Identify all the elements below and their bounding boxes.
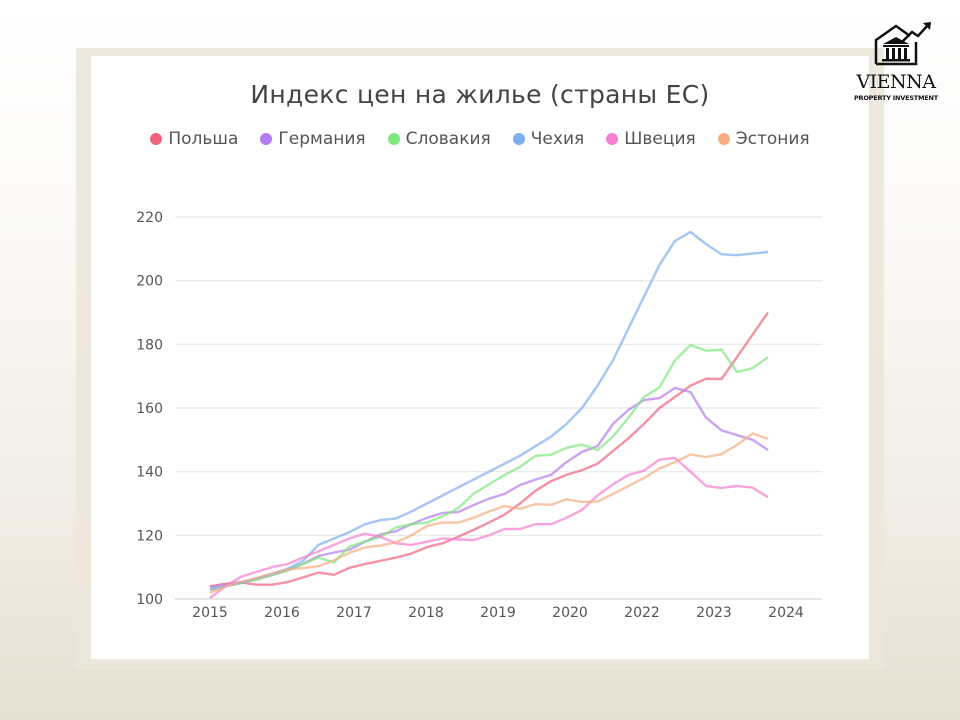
y-tick-label: 200 [136,274,163,290]
series-line-Эстония [209,432,769,594]
legend-item[interactable]: Чехия [512,129,585,149]
x-tick-label: 2016 [264,605,300,621]
x-tick-label: 2020 [552,605,588,621]
y-tick-label: 140 [136,465,163,481]
x-tick-label: 2018 [408,605,444,621]
series-line-Чехия [209,230,769,591]
series-line-Польша [209,311,769,588]
chart-title: Индекс цен на жилье (страны ЕС) [250,80,710,109]
y-tick-label: 100 [136,592,163,608]
legend-item[interactable]: Польша [150,129,238,149]
y-tick-label: 120 [136,528,163,544]
legend-item[interactable]: Германия [260,129,366,149]
legend-item[interactable]: Швеция [606,129,696,149]
legend-item[interactable]: Эстония [717,129,810,149]
series-line-Швеция [209,456,769,599]
legend-dot-icon [512,133,525,145]
legend-dot-icon [387,133,400,145]
legend-item[interactable]: Словакия [387,129,491,149]
legend-label: Эстония [735,129,810,149]
y-tick-label: 220 [136,210,163,226]
legend-dot-icon [150,133,163,145]
y-tick-label: 160 [136,401,163,417]
legend-label: Чехия [530,129,585,149]
legend-label: Словакия [405,129,491,149]
series-line-Германия [209,386,769,589]
x-tick-label: 2015 [192,605,228,621]
logo-subtitle: PROPERTY INVESTMENT [853,94,939,102]
x-tick-label: 2024 [768,605,804,621]
x-tick-label: 2023 [696,605,732,621]
chart-card [91,56,869,659]
x-tick-label: 2019 [480,605,516,621]
legend-dot-icon [260,133,273,145]
legend-dot-icon [606,133,619,145]
legend: Польша Германия Словакия Чехия Швеция Эстония [0,129,960,149]
y-tick-label: 180 [136,337,163,353]
x-tick-label: 2017 [336,605,372,621]
house-columns-arrow-icon [874,22,931,66]
legend-label: Швеция [624,129,696,149]
legend-label: Германия [278,129,366,149]
x-tick-label: 2022 [624,605,660,621]
logo-name: VIENNA [856,71,936,93]
legend-dot-icon [717,133,730,145]
legend-label: Польша [168,129,239,149]
logo: VIENNA PROPERTY INVESTMENT [846,20,946,105]
series-line-Словакия [209,343,769,592]
